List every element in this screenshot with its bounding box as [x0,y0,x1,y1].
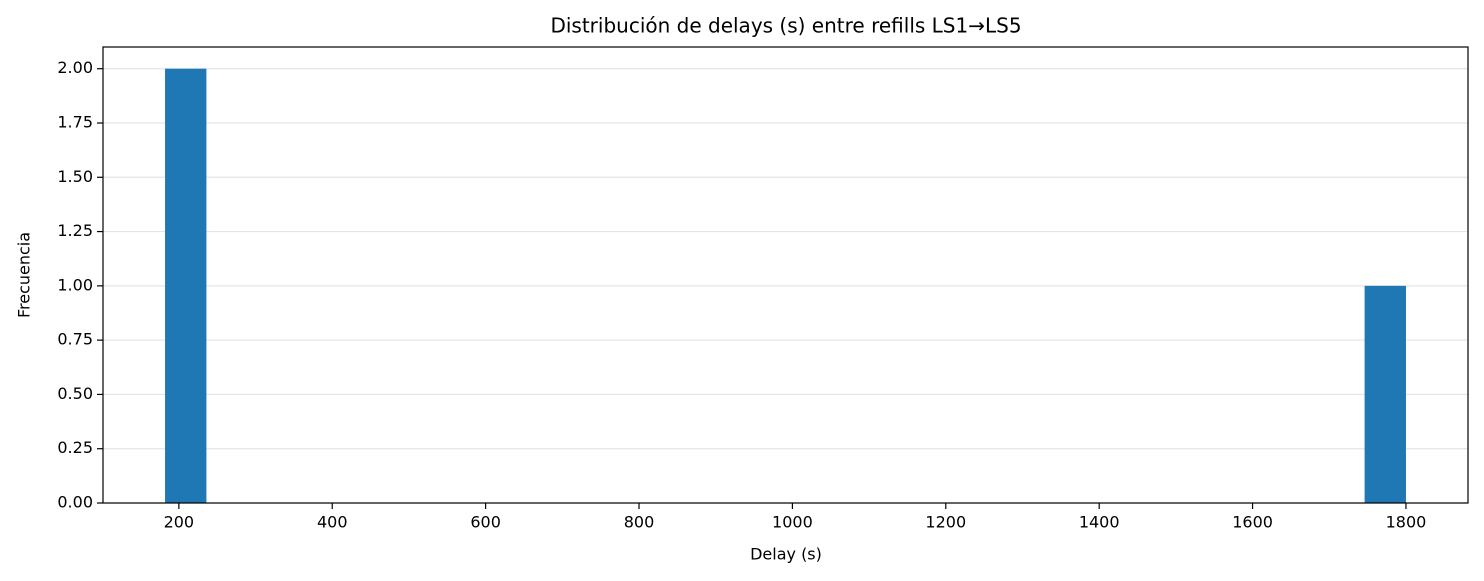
x-tick-label: 1600 [1232,513,1273,532]
x-tick-label: 1000 [772,513,813,532]
x-axis-label: Delay (s) [750,545,822,564]
y-tick-label: 0.50 [57,384,93,403]
y-tick-label: 2.00 [57,58,93,77]
bar [165,68,207,503]
x-tick-label: 1800 [1386,513,1427,532]
x-tick-label: 200 [164,513,195,532]
y-tick-label: 1.25 [57,221,93,240]
y-axis-label: Frecuencia [15,232,34,318]
plot-frame [102,46,1469,504]
y-tick-label: 1.50 [57,167,93,186]
y-tick-label: 0.00 [57,493,93,512]
y-tick-label: 0.25 [57,438,93,457]
x-tick-label: 600 [470,513,501,532]
x-tick-label: 800 [624,513,655,532]
x-tick-label: 1200 [925,513,966,532]
y-tick-label: 1.75 [57,113,93,132]
y-tick-label: 1.00 [57,275,93,294]
x-tick-label: 400 [317,513,348,532]
x-tick-label: 1400 [1079,513,1120,532]
y-tick-label: 0.75 [57,330,93,349]
chart-title: Distribución de delays (s) entre refills… [550,14,1021,38]
bar [1364,285,1406,503]
